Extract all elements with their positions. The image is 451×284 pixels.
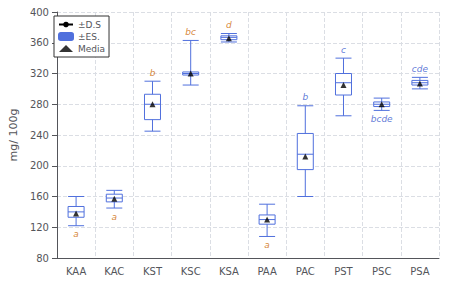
svg-text:KSA: KSA: [219, 266, 239, 277]
svg-text:cde: cde: [412, 64, 429, 74]
svg-text:160: 160: [30, 191, 49, 202]
svg-text:PST: PST: [334, 266, 353, 277]
svg-text:80: 80: [36, 253, 49, 264]
svg-text:240: 240: [30, 130, 49, 141]
svg-text:KST: KST: [143, 266, 163, 277]
svg-text:a: a: [112, 212, 118, 222]
svg-text:bcde: bcde: [371, 114, 393, 124]
svg-text:Media: Media: [78, 44, 105, 54]
svg-text:320: 320: [30, 68, 49, 79]
svg-text:PAC: PAC: [296, 266, 315, 277]
svg-text:280: 280: [30, 99, 49, 110]
svg-text:KAC: KAC: [104, 266, 124, 277]
svg-text:a: a: [73, 229, 79, 239]
svg-text:b: b: [302, 92, 308, 102]
svg-text:c: c: [341, 45, 346, 55]
svg-text:PAA: PAA: [257, 266, 277, 277]
svg-text:mg/ 100g: mg/ 100g: [7, 109, 20, 162]
svg-text:d: d: [226, 20, 232, 30]
svg-text:KSC: KSC: [181, 266, 201, 277]
svg-text:PSC: PSC: [372, 266, 391, 277]
svg-text:±ES.: ±ES.: [78, 32, 100, 42]
svg-text:400: 400: [30, 7, 49, 18]
svg-text:a: a: [264, 240, 270, 250]
svg-text:b: b: [150, 68, 156, 78]
svg-text:360: 360: [30, 37, 49, 48]
svg-text:KAA: KAA: [66, 266, 87, 277]
svg-text:200: 200: [30, 160, 49, 171]
svg-text:120: 120: [30, 222, 49, 233]
svg-text:±D.S: ±D.S: [78, 20, 101, 30]
svg-text:bc: bc: [185, 27, 196, 37]
svg-text:PSA: PSA: [410, 266, 430, 277]
